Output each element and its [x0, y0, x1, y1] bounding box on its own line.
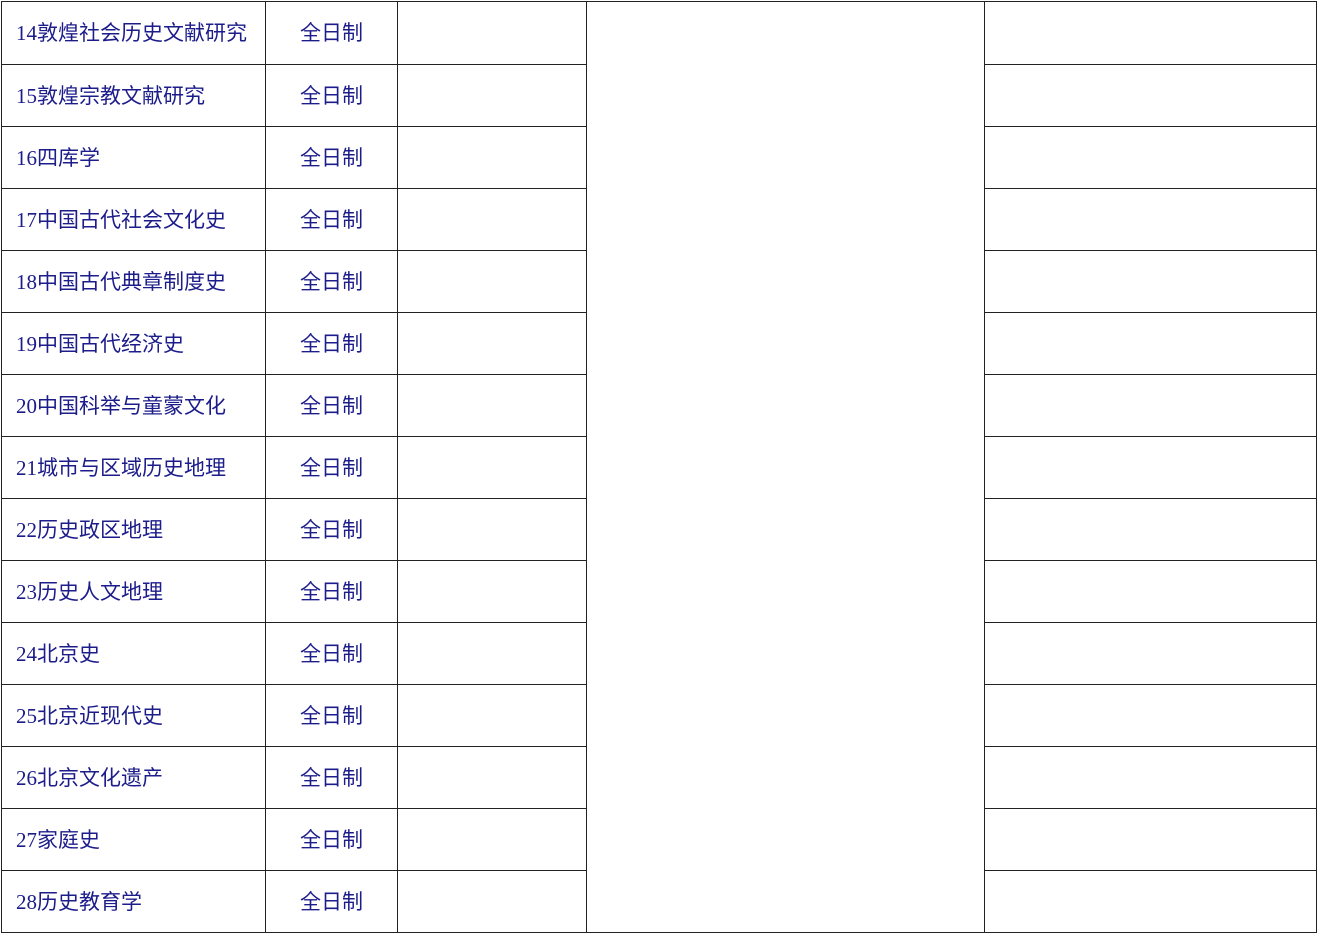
merged-empty-cell	[586, 1, 985, 933]
research-direction-cell: 19中国古代经济史	[1, 312, 266, 375]
table-row: 18中国古代典章制度史 全日制	[1, 250, 1317, 313]
study-mode-cell: 全日制	[265, 126, 398, 189]
research-direction-cell: 25北京近现代史	[1, 684, 266, 747]
empty-cell	[984, 498, 1317, 561]
empty-cell	[397, 312, 587, 375]
empty-cell	[984, 188, 1317, 251]
research-direction-cell: 15敦煌宗教文献研究	[1, 64, 266, 127]
study-mode-cell: 全日制	[265, 746, 398, 809]
table-row: 24北京史 全日制	[1, 622, 1317, 685]
study-mode-cell: 全日制	[265, 498, 398, 561]
empty-cell	[397, 684, 587, 747]
research-direction-cell: 14敦煌社会历史文献研究	[1, 1, 266, 65]
table-row: 22历史政区地理 全日制	[1, 498, 1317, 561]
research-direction-cell: 28历史教育学	[1, 870, 266, 933]
empty-cell	[397, 622, 587, 685]
research-direction-cell: 16四库学	[1, 126, 266, 189]
empty-cell	[397, 498, 587, 561]
empty-cell	[984, 808, 1317, 871]
empty-cell	[984, 870, 1317, 933]
empty-cell	[984, 312, 1317, 375]
empty-cell	[984, 436, 1317, 499]
research-direction-cell: 21城市与区域历史地理	[1, 436, 266, 499]
empty-cell	[984, 622, 1317, 685]
research-direction-cell: 27家庭史	[1, 808, 266, 871]
empty-cell	[397, 808, 587, 871]
empty-cell	[397, 436, 587, 499]
study-mode-cell: 全日制	[265, 188, 398, 251]
table-row: 20中国科举与童蒙文化 全日制	[1, 374, 1317, 437]
empty-cell	[984, 250, 1317, 313]
empty-cell	[984, 126, 1317, 189]
table-row: 26北京文化遗产 全日制	[1, 746, 1317, 809]
table-row: 28历史教育学 全日制	[1, 870, 1317, 933]
study-mode-cell: 全日制	[265, 312, 398, 375]
research-direction-cell: 23历史人文地理	[1, 560, 266, 623]
study-mode-cell: 全日制	[265, 870, 398, 933]
empty-cell	[397, 746, 587, 809]
empty-cell	[984, 560, 1317, 623]
table-row: 23历史人文地理 全日制	[1, 560, 1317, 623]
research-direction-cell: 22历史政区地理	[1, 498, 266, 561]
empty-cell	[397, 870, 587, 933]
research-direction-cell: 20中国科举与童蒙文化	[1, 374, 266, 437]
study-mode-cell: 全日制	[265, 250, 398, 313]
study-mode-cell: 全日制	[265, 374, 398, 437]
study-mode-cell: 全日制	[265, 64, 398, 127]
empty-cell	[397, 64, 587, 127]
empty-cell	[984, 1, 1317, 65]
research-direction-cell: 17中国古代社会文化史	[1, 188, 266, 251]
study-mode-cell: 全日制	[265, 622, 398, 685]
empty-cell	[397, 1, 587, 65]
empty-cell	[397, 560, 587, 623]
empty-cell	[397, 250, 587, 313]
empty-cell	[984, 684, 1317, 747]
study-mode-cell: 全日制	[265, 436, 398, 499]
study-mode-cell: 全日制	[265, 1, 398, 65]
research-direction-cell: 18中国古代典章制度史	[1, 250, 266, 313]
empty-cell	[984, 64, 1317, 127]
study-mode-cell: 全日制	[265, 808, 398, 871]
empty-cell	[397, 188, 587, 251]
research-direction-cell: 24北京史	[1, 622, 266, 685]
empty-cell	[397, 374, 587, 437]
table-row: 19中国古代经济史 全日制	[1, 312, 1317, 375]
table-row: 17中国古代社会文化史 全日制	[1, 188, 1317, 251]
study-mode-cell: 全日制	[265, 684, 398, 747]
research-direction-cell: 26北京文化遗产	[1, 746, 266, 809]
table-row: 15敦煌宗教文献研究 全日制	[1, 64, 1317, 127]
empty-cell	[397, 126, 587, 189]
empty-cell	[984, 374, 1317, 437]
empty-cell	[984, 746, 1317, 809]
study-mode-cell: 全日制	[265, 560, 398, 623]
